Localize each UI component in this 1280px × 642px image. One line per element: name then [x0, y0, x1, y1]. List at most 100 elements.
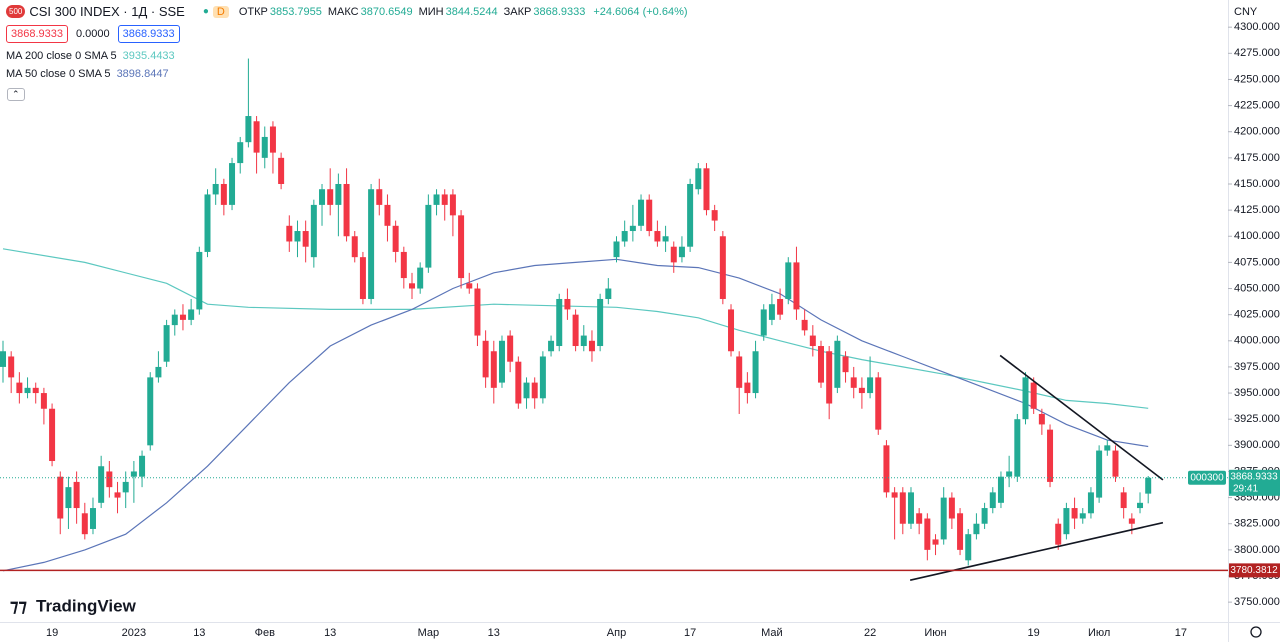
candle-body [777, 298, 784, 315]
x-tick-label: 19 [1028, 627, 1040, 639]
candle-body [695, 168, 702, 190]
candle-body [891, 492, 898, 498]
candle-body [294, 231, 301, 242]
candle-body [188, 309, 195, 320]
candle-body [629, 225, 636, 232]
candle-body [163, 325, 170, 362]
candle-body [711, 210, 718, 221]
candle-body [736, 356, 743, 388]
candle-body [883, 445, 890, 493]
candle-body [229, 163, 236, 205]
candle-body [1022, 377, 1029, 420]
candle-body [597, 298, 604, 347]
candle-body [507, 335, 514, 362]
buy-box[interactable]: 3868.9333 [117, 25, 180, 43]
candle-body [997, 476, 1004, 503]
candle-body [752, 351, 759, 394]
candle-body [0, 351, 6, 367]
candle-body [826, 351, 833, 404]
collapse-button[interactable]: ⌃ [7, 88, 25, 101]
candle-body [523, 382, 530, 399]
candle-body [1079, 513, 1086, 519]
candle-body [646, 199, 653, 232]
candle-body [220, 183, 227, 205]
candle-body [1104, 445, 1111, 451]
candle-body [8, 356, 15, 378]
ma-line [2, 258, 1149, 572]
candle-body [359, 257, 366, 299]
candle-body [98, 466, 105, 503]
candle-body [89, 508, 96, 529]
y-tick-label: 3900.0000 [1234, 439, 1280, 451]
candle-body [392, 225, 399, 252]
x-tick-label: 2023 [122, 627, 146, 639]
y-tick-label: 4150.0000 [1234, 178, 1280, 190]
logo: TradingView [36, 596, 137, 615]
candle-body [490, 351, 497, 388]
price-tag-countdown: 29:41 [1233, 483, 1258, 494]
candle-body [1137, 502, 1144, 509]
candle-body [981, 508, 988, 524]
candle-body [744, 382, 751, 394]
candle-body [261, 136, 268, 158]
candle-body [343, 183, 350, 237]
ma-line [2, 248, 1149, 409]
candle-body [302, 231, 309, 247]
candle-body [376, 189, 383, 205]
symbol-tag [1188, 470, 1226, 485]
candle-body [670, 246, 677, 263]
ma-name: MA 50 close 0 SMA 5 [6, 68, 111, 80]
y-tick-label: 3800.0000 [1234, 544, 1280, 556]
candle-body [24, 387, 31, 394]
candle-body [687, 183, 694, 247]
candle-body [907, 492, 914, 524]
candle-body [875, 377, 882, 430]
candle-body [1055, 523, 1062, 545]
candle-body [989, 492, 996, 509]
x-tick-label: 13 [193, 627, 205, 639]
candle-body [768, 304, 775, 320]
currency[interactable]: CNY [1234, 6, 1258, 18]
candle-body [760, 309, 767, 336]
price-tag [1229, 469, 1280, 496]
candle-body [400, 251, 407, 279]
ohlc-value: 3870.6549 [360, 5, 413, 18]
y-tick-label: 4250.0000 [1234, 73, 1280, 85]
sell-box[interactable]: 3868.9333 [6, 25, 68, 43]
candle-body [171, 314, 178, 326]
candle-body [449, 194, 456, 216]
candle-body [179, 314, 186, 320]
x-tick-label: Июн [924, 627, 946, 639]
candle-body [564, 298, 571, 310]
candle-body [1087, 492, 1094, 514]
candle-body [654, 231, 661, 242]
candle-body [1014, 419, 1021, 477]
candle-body [147, 377, 154, 446]
y-tick-label: 4175.0000 [1234, 152, 1280, 164]
candle-body [130, 471, 137, 477]
candle-body [1030, 382, 1037, 409]
candle-body [278, 157, 285, 184]
candle-body [425, 204, 432, 268]
candle-body [703, 168, 710, 211]
market-badge[interactable]: D [212, 5, 229, 18]
candle-body [65, 487, 72, 509]
order-boxes: 3868.9333 0.0000 3868.9333 [6, 25, 180, 43]
x-tick-label: Июл [1088, 627, 1110, 639]
candle-body [834, 340, 841, 388]
symbol-title[interactable]: CSI 300 INDEX · 1Д · SSE [29, 4, 185, 19]
y-tick-label: 3950.0000 [1234, 387, 1280, 399]
settings-icon[interactable] [1250, 626, 1262, 638]
candle-body [1128, 518, 1135, 524]
y-tick-label: 4300.0000 [1234, 21, 1280, 33]
x-tick-label: 13 [488, 627, 500, 639]
price-tag-value: 3868.9333 [1230, 471, 1278, 482]
candle-body [973, 523, 980, 535]
candle-body [327, 189, 334, 205]
y-tick-label: 4125.0000 [1234, 204, 1280, 216]
y-tick-label: 3925.0000 [1234, 413, 1280, 425]
candle-body [49, 408, 56, 462]
x-tick-label: 17 [1175, 627, 1187, 639]
candle-body [957, 513, 964, 550]
